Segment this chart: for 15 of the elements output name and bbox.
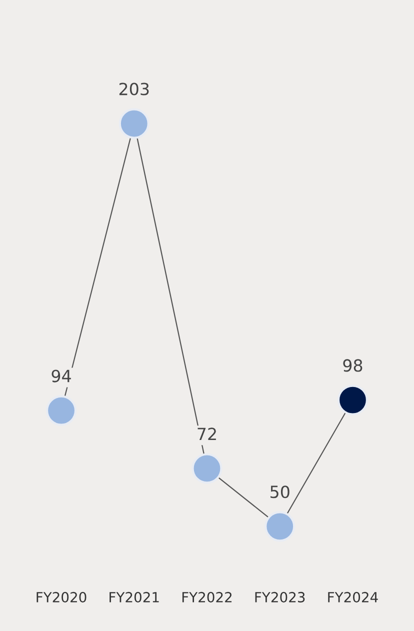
x-tick-label: FY2021 bbox=[110, 592, 159, 602]
point bbox=[264, 511, 296, 542]
point bbox=[192, 453, 222, 484]
data-label: 72 bbox=[198, 428, 216, 440]
x-tick-label: FY2022 bbox=[182, 592, 232, 602]
data-label: 94 bbox=[52, 370, 71, 382]
x-tick-label: FY2020 bbox=[36, 592, 86, 602]
data-label: 50 bbox=[270, 486, 290, 498]
data-label: 203 bbox=[119, 82, 149, 96]
x-tick-label: FY2024 bbox=[328, 592, 378, 602]
point bbox=[337, 384, 368, 416]
data-label: 98 bbox=[343, 359, 362, 372]
point bbox=[46, 395, 77, 426]
point bbox=[118, 108, 150, 139]
x-tick-label: FY2023 bbox=[255, 592, 305, 602]
